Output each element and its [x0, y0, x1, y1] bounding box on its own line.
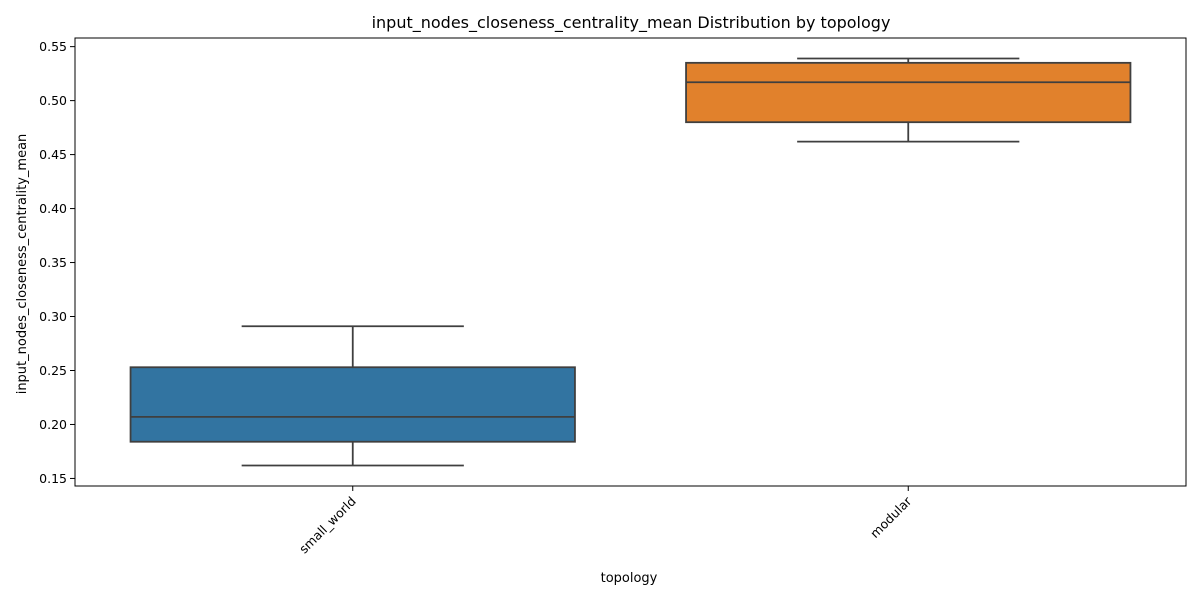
y-tick-label: 0.25 [39, 363, 67, 378]
modular-box [685, 61, 1132, 124]
x-axis-label: topology [601, 571, 658, 586]
y-axis-label: input_nodes_closeness_centrality_mean [15, 134, 30, 395]
y-tick-label: 0.50 [39, 93, 67, 108]
chart-title: input_nodes_closeness_centrality_mean Di… [372, 13, 891, 33]
y-axis: 0.15 0.20 0.25 0.30 0.35 0.40 0.45 0.50 0.55 [39, 39, 75, 486]
plot-area [74, 37, 1187, 487]
small-world-box [129, 366, 576, 443]
y-tick-label: 0.30 [39, 309, 67, 324]
x-axis: small_world modular [296, 486, 915, 556]
y-tick-label: 0.35 [39, 255, 67, 270]
y-tick-label: 0.55 [39, 39, 67, 54]
y-tick-label: 0.45 [39, 147, 67, 162]
plot-frame [74, 37, 1187, 487]
modular-x-tick-label: modular [867, 493, 915, 541]
y-tick-label: 0.40 [39, 201, 67, 216]
y-tick-label: 0.15 [39, 471, 67, 486]
small-world-x-tick-label: small_world [296, 494, 359, 557]
y-tick-label: 0.20 [39, 417, 67, 432]
